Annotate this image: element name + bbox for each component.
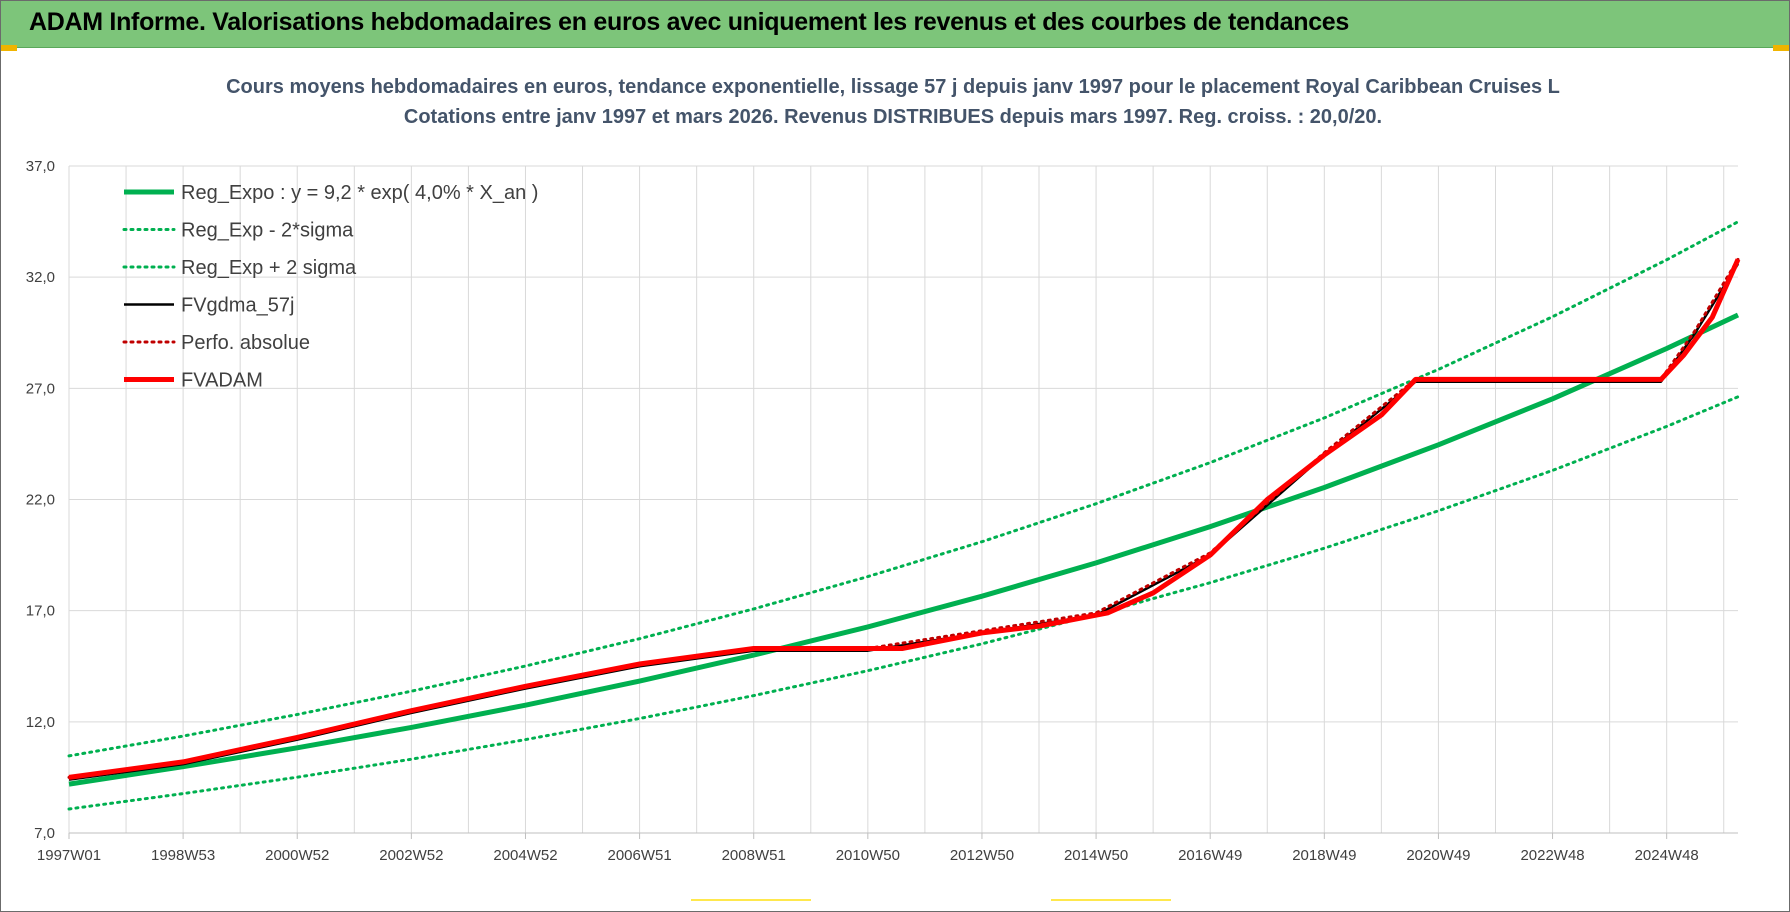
chart-title: Cours moyens hebdomadaires en euros, ten… <box>226 76 1560 98</box>
y-tick-label: 17,0 <box>26 603 55 620</box>
x-axis: 1997W01 1998W53 2000W52 2002W52 2004W52 2006W… <box>37 832 1738 864</box>
x-tick-label: 2006W51 <box>607 847 671 864</box>
y-tick-label: 32,0 <box>26 269 55 286</box>
chart-grid <box>68 165 1738 834</box>
series-line-2 <box>67 395 1740 811</box>
x-tick-label: 2022W48 <box>1520 847 1584 864</box>
corner-marker-left <box>1 45 17 51</box>
x-tick-label: 2018W49 <box>1292 847 1356 864</box>
y-tick-label: 12,0 <box>26 714 55 731</box>
legend-label: Reg_Exp + 2 sigma <box>181 257 357 279</box>
chart-legend: Reg_Expo : y = 9,2 * exp( 4,0% * X_an ) R… <box>122 182 538 392</box>
chart-series <box>67 220 1741 811</box>
legend-label: Reg_Exp - 2*sigma <box>181 220 354 242</box>
series-line-1 <box>68 312 1740 787</box>
y-tick-label: 27,0 <box>26 380 55 397</box>
series-line-4 <box>68 263 1740 781</box>
y-tick-label: 22,0 <box>26 492 55 509</box>
legend-label: FVADAM <box>181 370 263 392</box>
series-line-5 <box>67 257 1740 779</box>
y-tick-label: 7,0 <box>34 825 55 842</box>
legend-label: FVgdma_57j <box>181 295 294 317</box>
x-tick-label: 2014W50 <box>1064 847 1128 864</box>
y-axis: 7,0 12,0 17,0 22,0 27,0 32,0 37,0 <box>26 158 55 842</box>
legend-label: Reg_Expo : y = 9,2 * exp( 4,0% * X_an ) <box>181 182 538 204</box>
chart-subtitle: Cotations entre janv 1997 et mars 2026. … <box>404 106 1382 128</box>
series-line-6 <box>68 258 1741 780</box>
x-tick-label: 2016W49 <box>1178 847 1242 864</box>
x-tick-label: 2024W48 <box>1635 847 1699 864</box>
corner-marker-right <box>1773 45 1789 51</box>
x-tick-label: 1998W53 <box>151 847 215 864</box>
x-tick-label: 2010W50 <box>836 847 900 864</box>
report-title: ADAM Informe. Valorisations hebdomadaire… <box>29 8 1350 36</box>
x-tick-label: 2008W51 <box>722 847 786 864</box>
series-line-3 <box>67 220 1740 758</box>
x-tick-label: 2002W52 <box>379 847 443 864</box>
x-tick-label: 2020W49 <box>1406 847 1470 864</box>
x-tick-label: 2004W52 <box>493 847 557 864</box>
x-tick-label: 2012W50 <box>950 847 1014 864</box>
legend-label: Perfo. absolue <box>181 332 310 354</box>
x-tick-label: 2000W52 <box>265 847 329 864</box>
report-banner: ADAM Informe. Valorisations hebdomadaire… <box>1 1 1789 48</box>
x-tick-label: 1997W01 <box>37 847 101 864</box>
chart: 1997W01 1998W53 2000W52 2002W52 2004W52 2006W… <box>26 76 1741 901</box>
y-tick-label: 37,0 <box>26 158 55 175</box>
